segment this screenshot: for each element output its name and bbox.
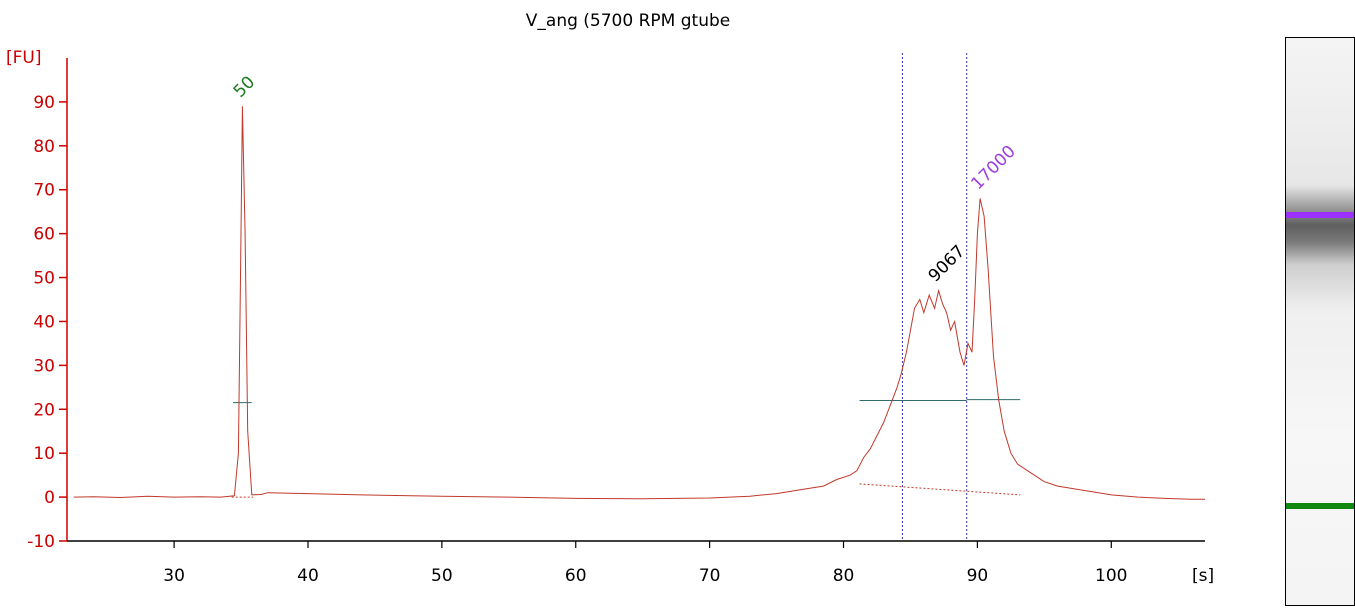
peak-label: 17000 [967,142,1019,194]
gel-band-upper-marker [1286,212,1354,218]
y-axis-label: [FU] [6,48,42,68]
gel-lane-image [1285,37,1355,606]
y-tick-label: 50 [33,269,55,289]
x-tick-label: 60 [565,566,587,586]
y-tick-label: 40 [33,312,55,332]
y-tick-label: 20 [33,400,55,420]
y-tick-label: 30 [33,356,55,376]
chart-title: V_ang (5700 RPM gtube [526,11,730,31]
peak-label: 9067 [925,242,970,287]
x-tick-label: 50 [431,566,453,586]
x-tick-label: 80 [833,566,855,586]
y-tick-label: 70 [33,181,55,201]
x-tick-label: 40 [297,566,319,586]
peak-label: 50 [230,72,259,101]
y-tick-label: 90 [33,93,55,113]
y-tick-label: 10 [33,444,55,464]
x-tick-label: 100 [1095,566,1127,586]
gel-band-lower-marker [1286,503,1354,509]
y-tick-label: 60 [33,225,55,245]
baseline-segment [859,483,1021,496]
electropherogram-chart: V_ang (5700 RPM gtube [FU] [s] -10 0 10 20 3… [6,11,1214,586]
y-tick-label: -10 [27,532,55,552]
y-tick-label: 0 [44,488,55,508]
plot-area: -10 0 10 20 30 40 50 60 70 80 90 30 40 50 60 70 80 90 100 5… [27,53,1205,586]
trace-line-0 [73,106,1205,500]
y-tick-label: 80 [33,137,55,157]
x-tick-label: 90 [967,566,989,586]
x-tick-label: 70 [699,566,721,586]
x-axis-label: [s] [1192,566,1214,586]
x-tick-label: 30 [163,566,185,586]
